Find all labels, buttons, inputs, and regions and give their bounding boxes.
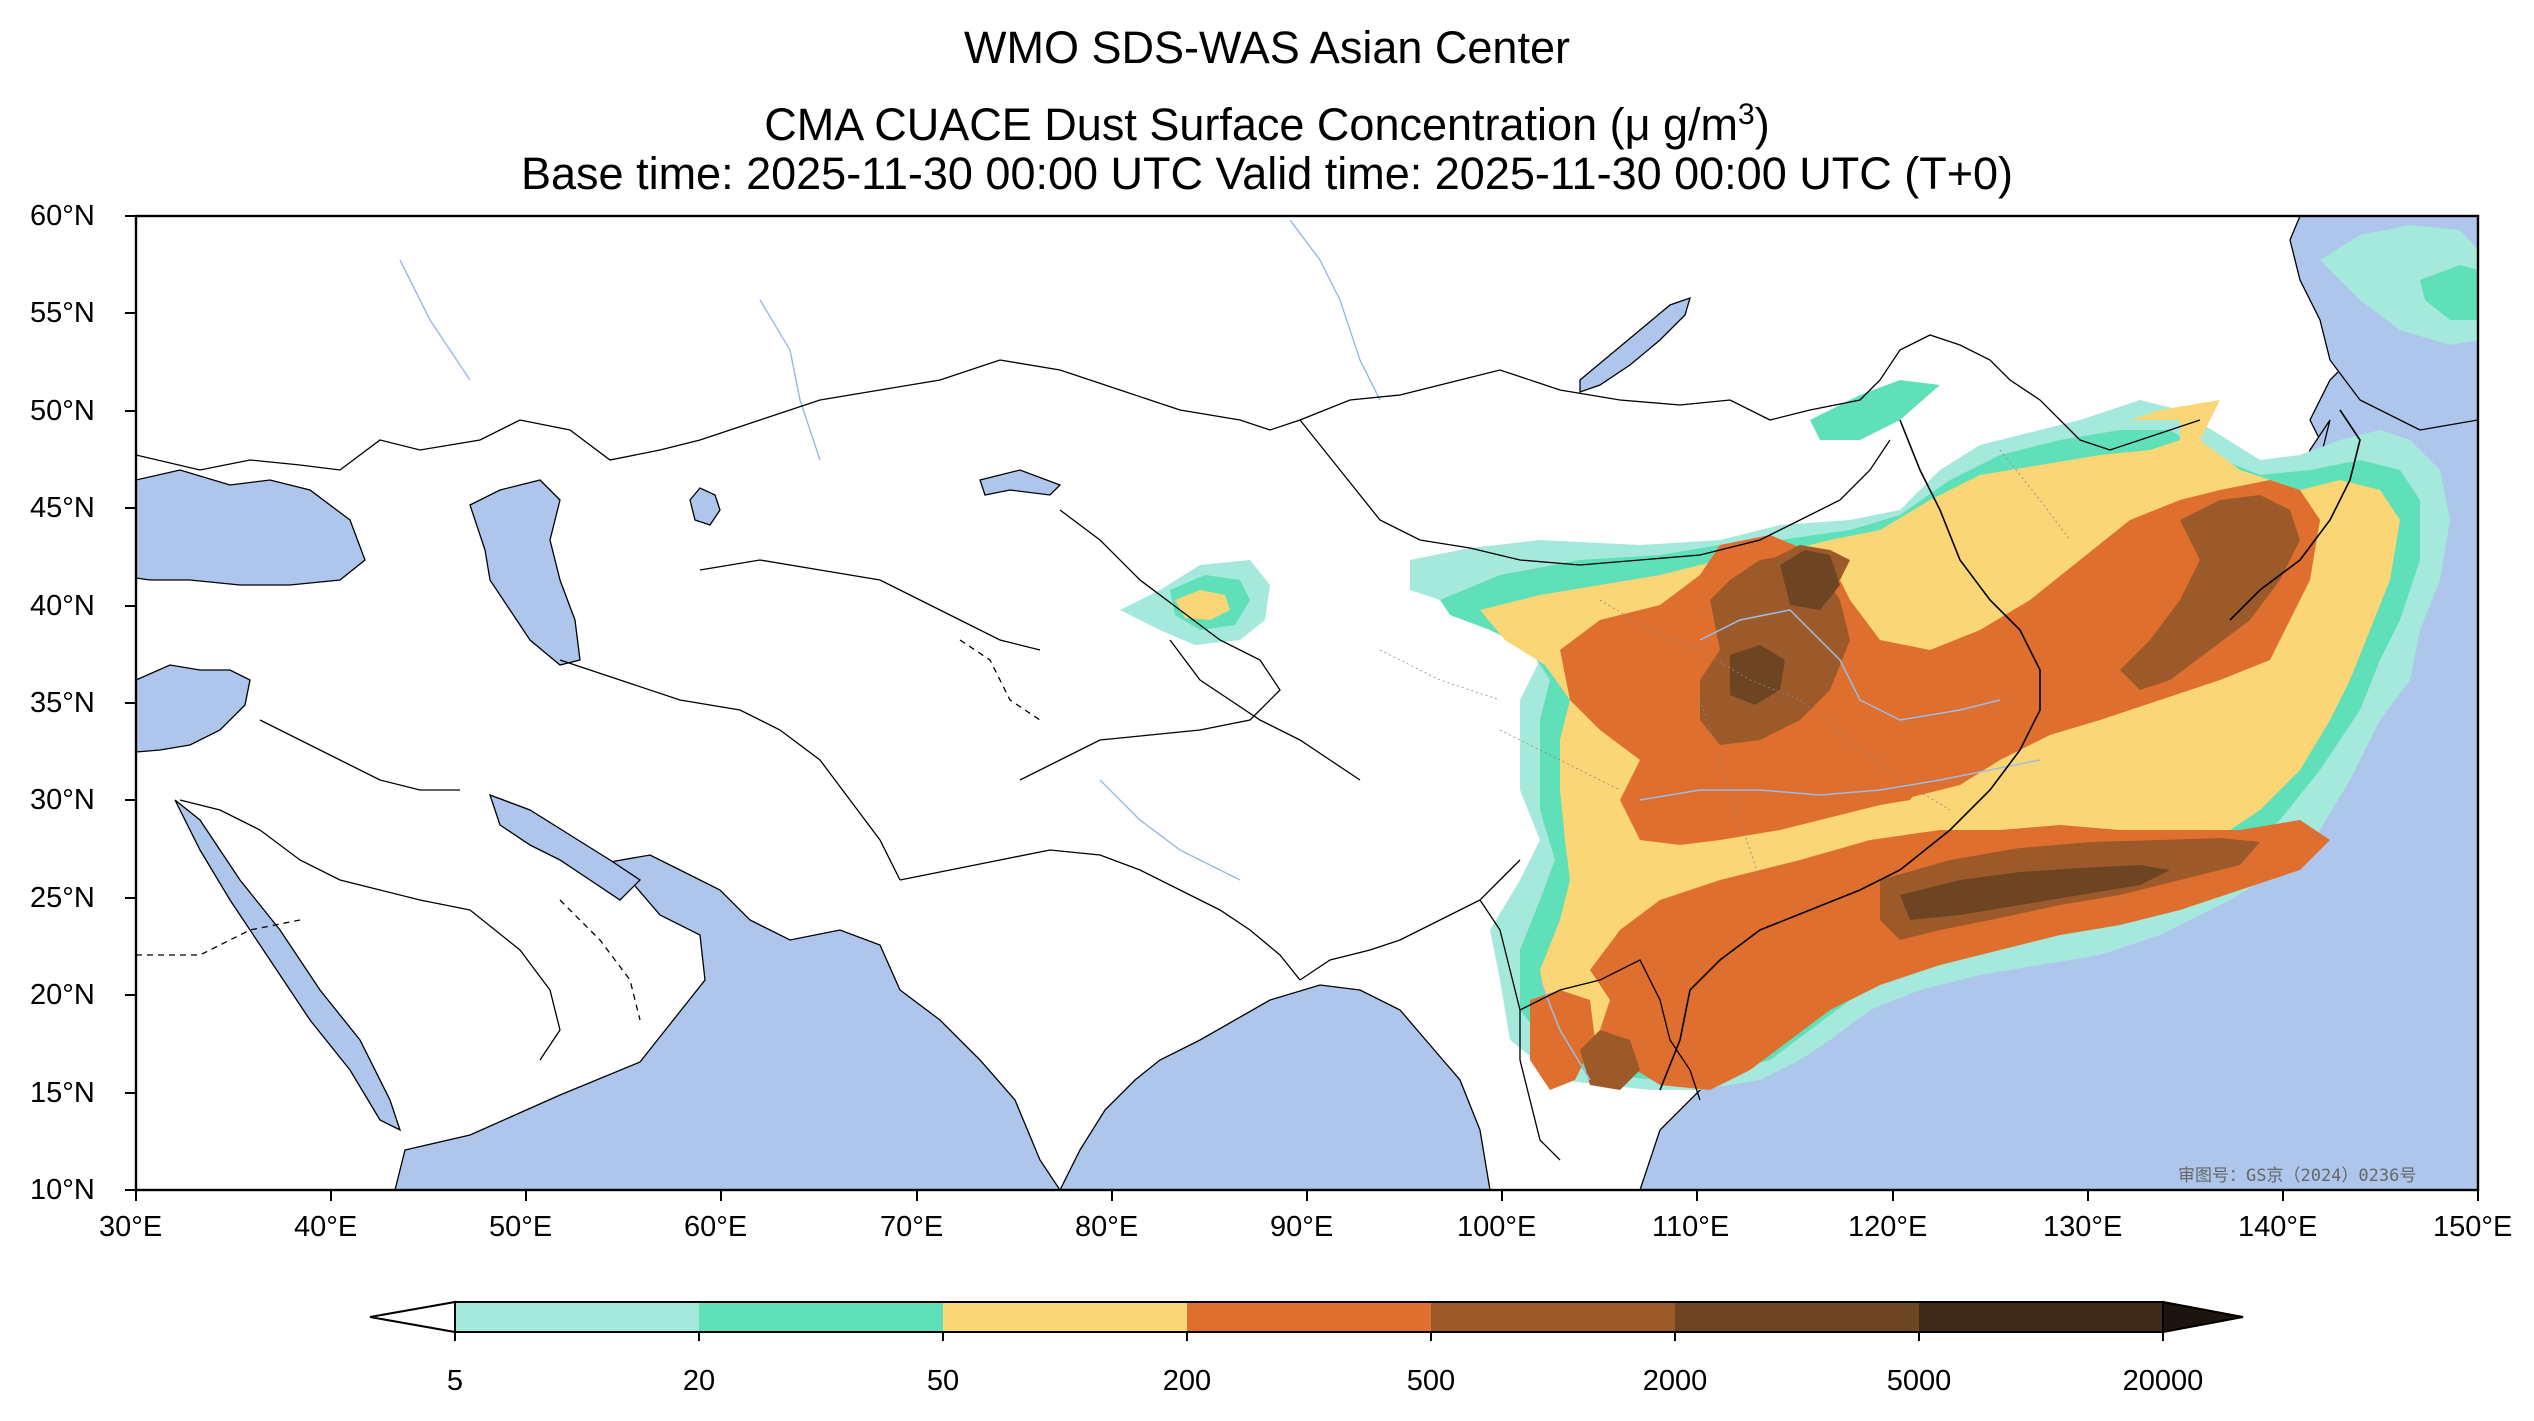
caspian-sea	[469, 479, 581, 666]
lat-label: 20°N	[30, 979, 95, 1011]
country-borders	[136, 334, 2201, 1161]
lat-label: 30°N	[30, 784, 95, 816]
colorbar-label: 2000	[1642, 1365, 1708, 1397]
figure-subtitle: CMA CUACE Dust Surface Concentration (μ …	[0, 89, 2534, 151]
colorbar-bin-20-50	[699, 1302, 943, 1332]
lon-label: 90°E	[1270, 1211, 1334, 1243]
black-sea	[136, 469, 366, 586]
colorbar-bin-200-500	[1187, 1302, 1431, 1332]
lat-label: 15°N	[30, 1077, 95, 1109]
colorbar-ticks	[454, 1332, 2164, 1341]
mediterranean-sea	[136, 664, 251, 753]
subtitle-unit: μ g/m	[1624, 99, 1739, 150]
bay-of-bengal	[1059, 984, 1491, 1190]
colorbar-bin-500-2000	[1431, 1302, 1675, 1332]
lake-balkhash	[979, 469, 1062, 496]
lon-tick-marks	[135, 1190, 2479, 1201]
colorbar-label: 5	[446, 1365, 464, 1397]
colorbar-label: 5000	[1886, 1365, 1952, 1397]
lon-label: 110°E	[1652, 1211, 1730, 1243]
figure-time-info: Base time: 2025-11-30 00:00 UTC Valid ti…	[521, 148, 2013, 199]
lon-label: 60°E	[684, 1211, 748, 1243]
colorbar-min-extension	[369, 1300, 456, 1334]
colorbar-max-extension	[2162, 1300, 2244, 1334]
lat-label: 55°N	[30, 297, 95, 329]
lon-label: 70°E	[880, 1211, 944, 1243]
lake-baikal	[1579, 296, 1691, 393]
lon-label: 150°E	[2433, 1211, 2513, 1243]
dust-level-2000-5000	[1730, 550, 2170, 920]
colorbar-bin-5-20	[455, 1302, 699, 1332]
lat-label: 10°N	[30, 1174, 95, 1206]
colorbar-frame	[454, 1301, 2164, 1333]
lon-label: 30°E	[99, 1211, 163, 1243]
province-borders	[1379, 449, 2071, 881]
dust-concentration-contours	[1120, 225, 2478, 1090]
lon-label: 50°E	[489, 1211, 553, 1243]
red-sea	[174, 799, 402, 1132]
lon-label: 140°E	[2238, 1211, 2318, 1243]
map-approval-watermark: 审图号：GS京（2024）0236号	[2178, 1166, 2417, 1186]
lat-tick-marks	[125, 215, 136, 1191]
lon-label: 100°E	[1457, 1211, 1537, 1243]
persian-gulf	[488, 793, 642, 901]
indian-ocean	[394, 854, 1061, 1190]
lon-label: 130°E	[2043, 1211, 2123, 1243]
lat-label: 50°N	[30, 395, 95, 427]
subtitle-text: CMA CUACE Dust Surface Concentration (	[764, 99, 1625, 150]
aral-sea	[689, 487, 721, 526]
lat-label: 35°N	[30, 687, 95, 719]
lat-label: 45°N	[30, 492, 95, 524]
subtitle-unit-exponent: 3	[1738, 98, 1755, 131]
colorbar-label: 20000	[2122, 1365, 2204, 1397]
subtitle-close: )	[1754, 99, 1770, 150]
colorbar-bin-50-200	[943, 1302, 1187, 1332]
colorbar-bin-5000-20000	[1919, 1302, 2163, 1332]
lat-label: 60°N	[30, 200, 95, 232]
colorbar-bin-2000-5000	[1675, 1302, 1919, 1332]
lon-label: 40°E	[294, 1211, 358, 1243]
colorbar-label: 50	[926, 1365, 960, 1397]
lon-label: 120°E	[1848, 1211, 1928, 1243]
lat-label: 25°N	[30, 882, 95, 914]
lon-label: 80°E	[1075, 1211, 1139, 1243]
colorbar-label: 200	[1162, 1365, 1212, 1397]
colorbar-label: 500	[1406, 1365, 1456, 1397]
colorbar	[369, 1300, 2244, 1341]
figure-title: WMO SDS-WAS Asian Center	[964, 22, 1570, 73]
lat-label: 40°N	[30, 590, 95, 622]
rivers	[399, 219, 2041, 1081]
coastlines	[1659, 409, 2361, 1091]
disputed-borders	[136, 639, 1041, 1021]
colorbar-label: 20	[682, 1365, 716, 1397]
map-layers	[136, 216, 2478, 1190]
